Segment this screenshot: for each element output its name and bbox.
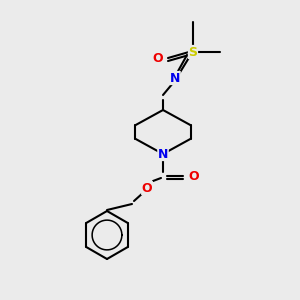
Text: O: O <box>142 182 152 194</box>
Text: N: N <box>170 71 180 85</box>
Text: O: O <box>189 169 199 182</box>
Text: O: O <box>153 52 163 64</box>
Text: N: N <box>158 148 168 160</box>
Text: S: S <box>188 46 197 59</box>
